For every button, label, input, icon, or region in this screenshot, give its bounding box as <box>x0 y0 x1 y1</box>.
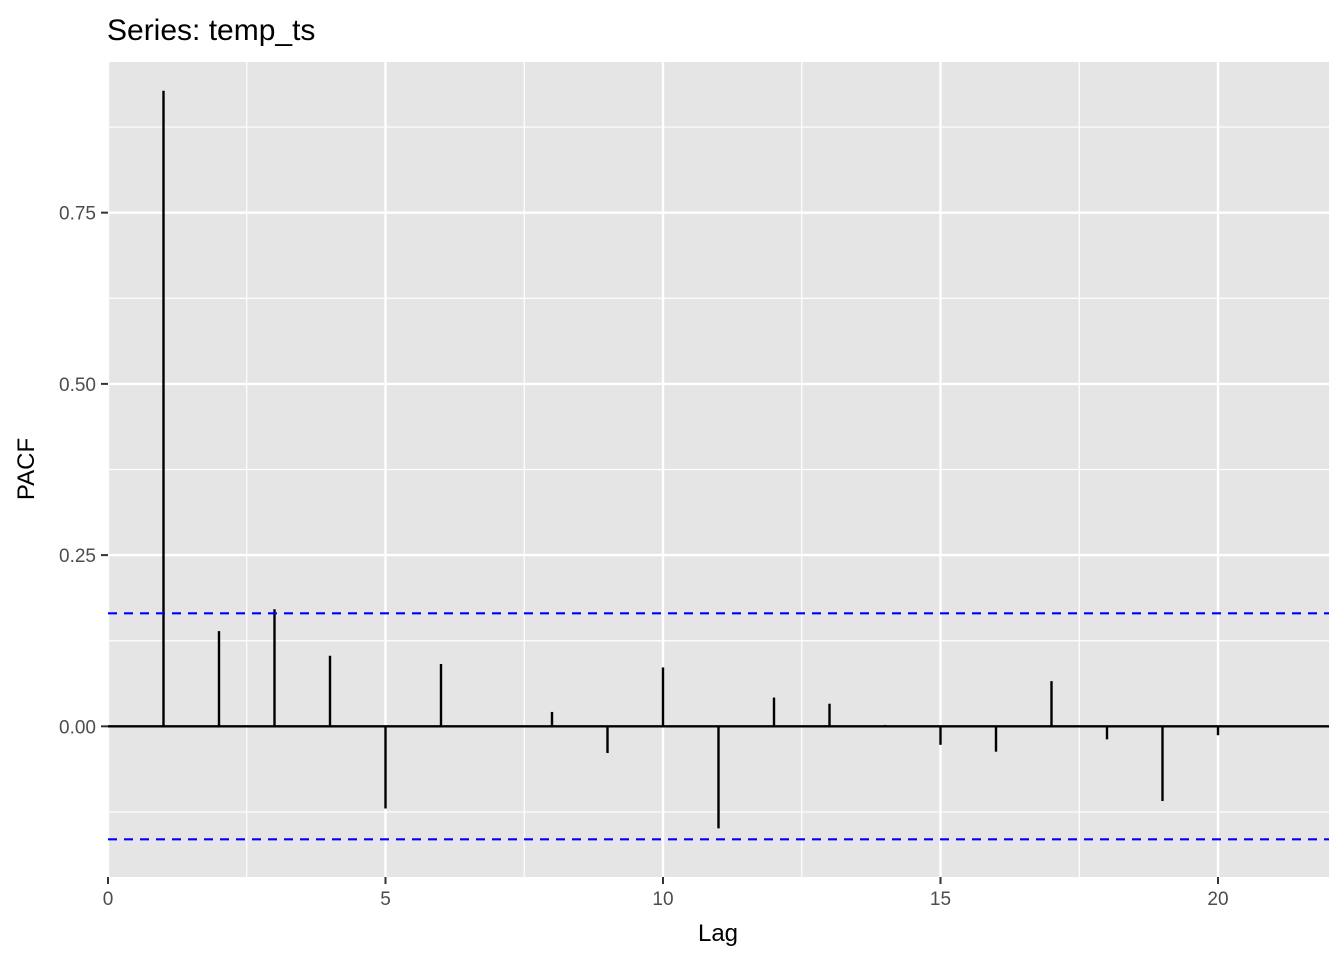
pacf-bars <box>162 90 1220 829</box>
x-tick-label: 0 <box>103 889 114 910</box>
x-tick-label: 20 <box>1207 889 1228 910</box>
x-axis-title: Lag <box>698 920 738 947</box>
x-tick-label: 10 <box>652 889 673 910</box>
y-axis-title: PACF <box>13 438 40 500</box>
y-tick-label: 0.50 <box>59 375 96 396</box>
y-axis-ticks: 0.00 0.25 0.50 0.75 <box>59 204 108 738</box>
y-tick-label: 0.75 <box>59 204 96 225</box>
chart-title: Series: temp_ts <box>107 14 315 47</box>
y-tick-label: 0.00 <box>59 717 96 738</box>
minor-gridlines <box>108 62 1329 877</box>
confidence-lines <box>108 612 1329 841</box>
x-tick-label: 5 <box>380 889 391 910</box>
x-tick-label: 15 <box>930 889 951 910</box>
x-axis-ticks: 0 5 10 15 20 <box>103 877 1229 910</box>
y-tick-label: 0.25 <box>59 546 96 567</box>
